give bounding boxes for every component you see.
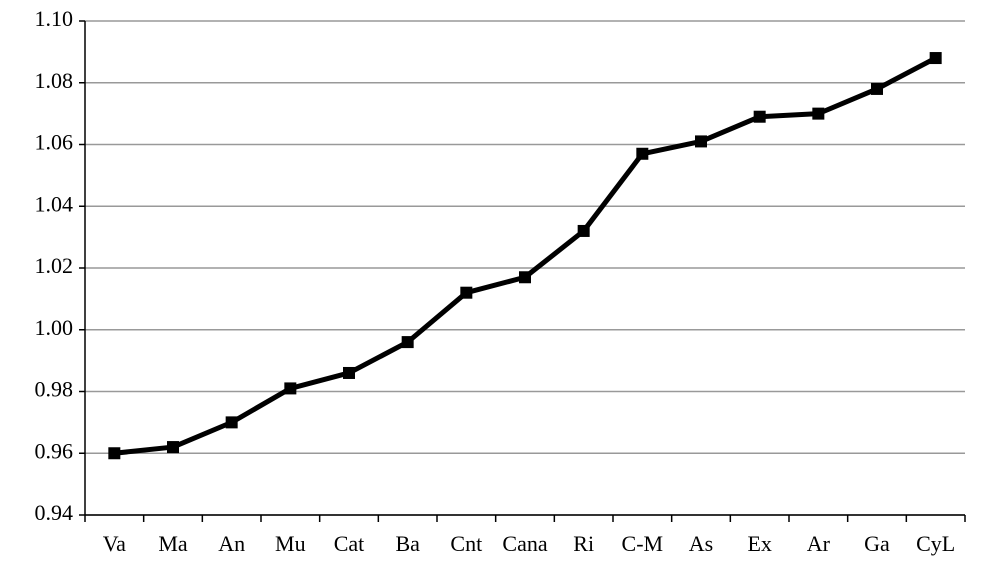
x-tick-label: Ri — [573, 531, 594, 556]
x-tick-label: Cnt — [450, 531, 482, 556]
x-tick-label: Cat — [334, 531, 365, 556]
data-point — [753, 110, 766, 123]
data-point — [108, 447, 121, 460]
data-point — [284, 382, 297, 395]
x-tick-label: Va — [103, 531, 126, 556]
x-tick-label: Ba — [395, 531, 420, 556]
data-point — [343, 366, 355, 379]
x-tick-label: Cana — [502, 531, 547, 556]
data-point — [812, 107, 825, 120]
data-point — [871, 82, 883, 95]
x-tick-label: Ar — [807, 531, 831, 556]
x-tick-label: An — [218, 531, 245, 556]
y-tick-label: 1.06 — [35, 130, 74, 155]
data-point — [167, 441, 179, 454]
y-tick-label: 0.94 — [35, 500, 74, 525]
data-point — [519, 271, 531, 284]
y-tick-label: 1.00 — [35, 315, 74, 340]
x-tick-label: As — [689, 531, 713, 556]
y-tick-label: 1.02 — [35, 253, 74, 278]
data-point — [929, 52, 942, 65]
y-tick-label: 0.98 — [35, 377, 74, 402]
x-tick-label: C-M — [622, 531, 664, 556]
data-point — [460, 286, 473, 299]
data-point — [636, 147, 649, 160]
x-tick-label: Ma — [158, 531, 188, 556]
y-tick-label: 0.96 — [35, 438, 74, 463]
x-tick-label: Mu — [275, 531, 306, 556]
data-point — [577, 224, 590, 237]
y-tick-label: 1.10 — [35, 6, 74, 31]
y-tick-label: 1.04 — [35, 191, 74, 216]
x-tick-label: Ga — [864, 531, 890, 556]
x-tick-label: Ex — [747, 531, 771, 556]
data-point — [695, 135, 707, 148]
y-tick-label: 1.08 — [35, 68, 74, 93]
data-point — [401, 336, 414, 349]
data-point — [225, 416, 238, 429]
x-tick-label: CyL — [916, 531, 955, 556]
